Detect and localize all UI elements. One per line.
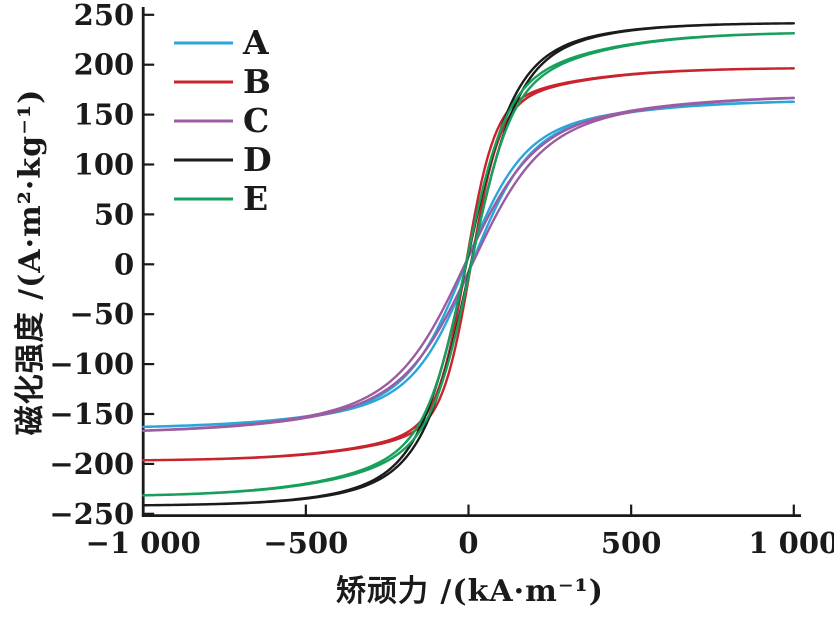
x-tick-label: 0 — [458, 526, 478, 560]
x-tick-label: −1 000 — [86, 526, 201, 560]
x-tick-label: 500 — [601, 526, 662, 560]
series-curve-B — [141, 67, 795, 462]
y-tick-label: 250 — [74, 0, 135, 32]
legend-label-C: C — [243, 101, 269, 140]
y-tick-label: −50 — [70, 297, 135, 331]
legend-label-D: D — [243, 140, 272, 179]
y-tick-label: −150 — [49, 397, 134, 431]
x-axis-title: 矫顽力 /(kA·m⁻¹) — [335, 574, 605, 609]
series-curve-D — [141, 22, 795, 507]
legend-label-A: A — [242, 23, 269, 62]
x-tick-label: −500 — [263, 526, 348, 560]
y-tick-label: −250 — [49, 497, 134, 531]
series-curve-C — [141, 96, 795, 432]
y-tick-label: −100 — [49, 347, 134, 381]
y-tick-label: −200 — [49, 447, 134, 481]
series-curve-A — [141, 100, 795, 429]
y-axis-title: 磁化强度 /(A·m²·kg⁻¹) — [13, 88, 48, 436]
y-tick-label: 0 — [114, 247, 134, 281]
y-tick-label: 50 — [94, 197, 134, 231]
x-tick-label: 1 000 — [748, 526, 834, 560]
series-curve-E — [141, 32, 795, 497]
y-tick-label: 200 — [74, 48, 135, 82]
y-tick-label: 150 — [74, 98, 135, 132]
legend-label-B: B — [243, 62, 271, 101]
legend-label-E: E — [243, 179, 268, 218]
y-tick-label: 100 — [74, 148, 135, 182]
